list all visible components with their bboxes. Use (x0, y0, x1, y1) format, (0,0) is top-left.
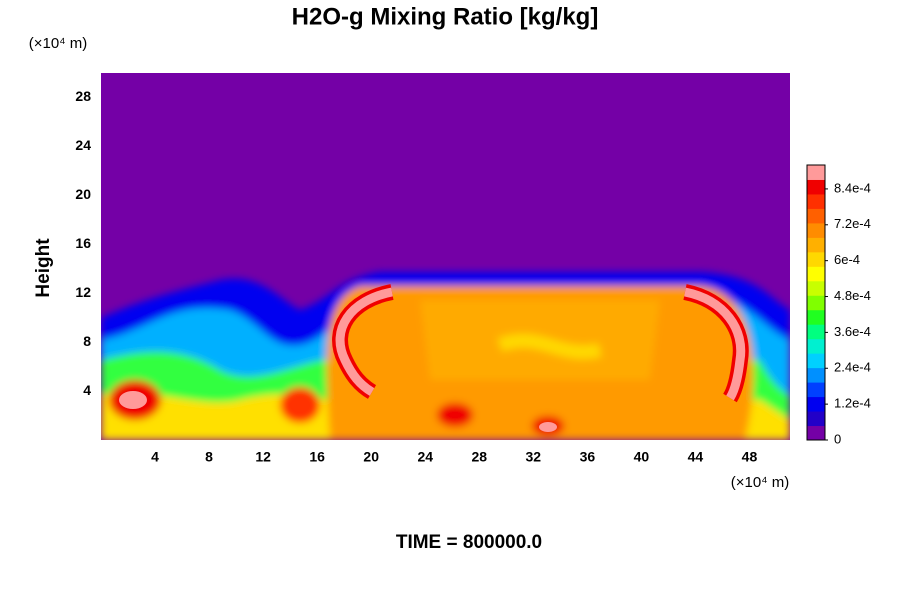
colorbar-band (807, 309, 825, 325)
colorbar-band (807, 280, 825, 296)
colorbar-band (807, 222, 825, 238)
colorbar-band (807, 338, 825, 354)
colorbar-tick-label: 6e-4 (834, 252, 860, 267)
colorbar-tick-label: 2.4e-4 (834, 360, 871, 375)
colorbar-band (807, 324, 825, 340)
x-tick-label: 28 (471, 449, 487, 465)
x-tick-label: 20 (363, 449, 379, 465)
colorbar-band (807, 353, 825, 369)
colorbar-band (807, 396, 825, 412)
colorbar-tick-label: 4.8e-4 (834, 288, 871, 303)
y-tick-label: 16 (75, 235, 91, 251)
colorbar-band (807, 425, 825, 441)
y-unit-label: (×10⁴ m) (29, 35, 88, 52)
colorbar-band (807, 411, 825, 427)
field (101, 73, 790, 440)
x-tick-label: 48 (742, 449, 758, 465)
chart-title: H2O-g Mixing Ratio [kg/kg] (292, 3, 599, 30)
colorbar-band (807, 179, 825, 195)
x-tick-label: 44 (688, 449, 704, 465)
y-tick-label: 24 (75, 137, 91, 153)
colorbar-tick-label: 3.6e-4 (834, 324, 871, 339)
x-tick-label: 8 (205, 449, 213, 465)
colorbar-band (807, 266, 825, 282)
colorbar-tick-label: 7.2e-4 (834, 216, 871, 231)
x-tick-label: 12 (255, 449, 271, 465)
colorbar-tick-label: 8.4e-4 (834, 180, 871, 195)
colorbar-band (807, 165, 825, 180)
y-tick-label: 28 (75, 88, 91, 104)
x-axis-label: (×10⁴ m) (731, 474, 790, 491)
y-axis-label: Height (33, 238, 54, 298)
x-tick-label: 16 (309, 449, 325, 465)
y-tick-label: 8 (83, 333, 91, 349)
y-tick-label: 20 (75, 186, 91, 202)
x-tick-label: 4 (151, 449, 159, 465)
colorbar-frame (806, 164, 826, 441)
colorbar-band (807, 367, 825, 383)
x-tick-label: 24 (417, 449, 433, 465)
y-tick-label: 4 (83, 382, 91, 398)
colorbar-band (807, 382, 825, 398)
x-tick-label: 36 (580, 449, 596, 465)
colorbar-band (807, 193, 825, 209)
x-tick-label: 32 (526, 449, 542, 465)
colorbar-band (807, 237, 825, 253)
colorbar-band (807, 208, 825, 224)
colorbar-tick-label: 1.2e-4 (834, 396, 871, 411)
colorbar-tick-label: 0 (834, 431, 841, 446)
colorbar-band (807, 251, 825, 267)
x-tick-label: 40 (634, 449, 650, 465)
y-tick-label: 12 (75, 284, 91, 300)
colorbar-band (807, 295, 825, 311)
time-label: TIME = 800000.0 (396, 532, 542, 553)
